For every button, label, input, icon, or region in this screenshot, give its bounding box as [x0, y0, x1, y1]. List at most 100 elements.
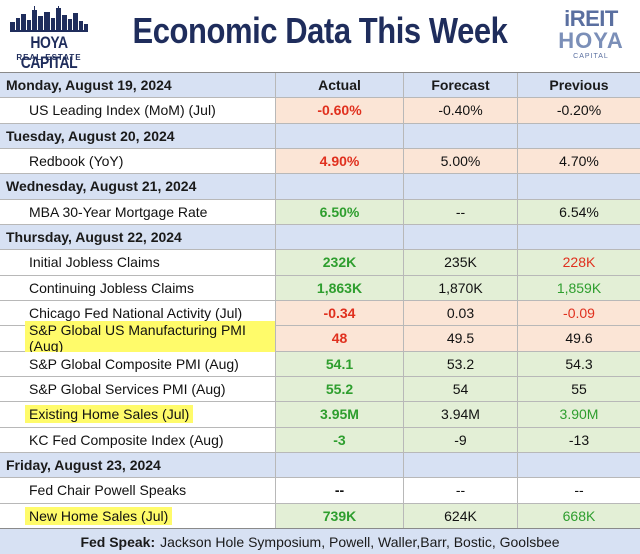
previous-value: 668K	[518, 503, 640, 528]
column-header-previous	[518, 453, 640, 477]
label-text: New Home Sales (Jul)	[25, 506, 173, 525]
table-row: Continuing Jobless Claims 1,863K 1,870K 1,8…	[0, 275, 640, 301]
indicator-label: KC Fed Composite Index (Aug)	[0, 427, 276, 452]
actual-value: --	[276, 478, 404, 503]
logo-right-top-text: iREIT	[564, 6, 618, 31]
actual-value: -0.34	[276, 300, 404, 326]
label-text: KC Fed Composite Index (Aug)	[29, 431, 224, 448]
label-text: Monday, August 19, 2024	[6, 77, 172, 94]
forecast-value: 53.2	[404, 351, 518, 376]
label-text: S&P Global Composite PMI (Aug)	[29, 355, 239, 372]
column-header-actual: Actual	[276, 73, 404, 98]
header: HOYA CAPITAL REAL ESTATE Economic Data T…	[0, 0, 640, 72]
day-label: Wednesday, August 21, 2024	[0, 174, 276, 199]
hoya-capital-logo: HOYA CAPITAL REAL ESTATE	[6, 6, 92, 72]
actual-value: 232K	[276, 250, 404, 275]
logo-right-mid-text: HOYA	[558, 28, 624, 53]
label-text: Initial Jobless Claims	[29, 254, 160, 271]
indicator-label: Initial Jobless Claims	[0, 250, 276, 275]
actual-value: -3	[276, 427, 404, 452]
label-text: Continuing Jobless Claims	[29, 279, 194, 296]
day-label: Thursday, August 22, 2024	[0, 224, 276, 250]
previous-value: -0.09	[518, 300, 640, 326]
table-row: Chicago Fed National Activity (Jul) -0.34…	[0, 300, 640, 327]
column-header-forecast	[404, 123, 518, 148]
column-header-actual	[276, 174, 404, 199]
indicator-label: MBA 30-Year Mortgage Rate	[0, 199, 276, 224]
forecast-value: --	[404, 478, 518, 503]
forecast-value: 0.03	[404, 300, 518, 326]
column-header-previous	[518, 124, 640, 148]
indicator-label: S&P Global Composite PMI (Aug)	[0, 351, 276, 376]
actual-value: -0.60%	[276, 98, 404, 123]
column-header-forecast	[404, 224, 518, 250]
actual-value: 1,863K	[276, 275, 404, 300]
previous-value: 228K	[518, 250, 640, 275]
forecast-value: -9	[404, 427, 518, 452]
table-row: US Leading Index (MoM) (Jul) -0.60% -0.40%…	[0, 98, 640, 124]
table-row: S&P Global Services PMI (Aug) 55.2 54 55	[0, 376, 640, 403]
economic-data-table: Monday, August 19, 2024 Actual Forecast Pre…	[0, 72, 640, 529]
indicator-label: S&P Global US Manufacturing PMI (Aug)	[0, 321, 276, 356]
table-row: KC Fed Composite Index (Aug) -3 -9 -13	[0, 427, 640, 453]
forecast-value: 624K	[404, 503, 518, 528]
table-row: S&P Global Composite PMI (Aug) 54.1 53.2 54…	[0, 351, 640, 377]
previous-value: --	[518, 478, 640, 503]
logo-left-sub-text: REAL ESTATE	[16, 53, 82, 62]
forecast-value: --	[404, 199, 518, 224]
column-header-previous	[518, 225, 640, 249]
day-header-row: Monday, August 19, 2024 Actual Forecast Pre…	[0, 73, 640, 99]
forecast-value: -0.40%	[404, 98, 518, 123]
column-header-forecast: Forecast	[404, 73, 518, 98]
column-header-forecast	[404, 452, 518, 478]
indicator-label: Chicago Fed National Activity (Jul)	[0, 300, 276, 326]
previous-value: 6.54%	[518, 199, 640, 224]
table-row: MBA 30-Year Mortgage Rate 6.50% -- 6.54%	[0, 199, 640, 225]
logo-left-main-text: HOYA CAPITAL	[20, 33, 78, 72]
column-header-actual	[276, 123, 404, 148]
indicator-label: US Leading Index (MoM) (Jul)	[0, 98, 276, 123]
day-header-row: Wednesday, August 21, 2024	[0, 174, 640, 200]
previous-value: 1,859K	[518, 275, 640, 300]
forecast-value: 3.94M	[404, 402, 518, 427]
day-header-row: Tuesday, August 20, 2024	[0, 123, 640, 149]
table-row: Fed Chair Powell Speaks -- -- --	[0, 478, 640, 504]
table-row: Redbook (YoY) 4.90% 5.00% 4.70%	[0, 148, 640, 175]
table-row: Initial Jobless Claims 232K 235K 228K	[0, 250, 640, 276]
forecast-value: 235K	[404, 250, 518, 275]
indicator-label: Redbook (YoY)	[0, 148, 276, 174]
table-row: Existing Home Sales (Jul) 3.95M 3.94M 3.90M	[0, 402, 640, 428]
previous-value: -0.20%	[518, 98, 640, 123]
indicator-label: Continuing Jobless Claims	[0, 275, 276, 300]
table-row: New Home Sales (Jul) 739K 624K 668K	[0, 503, 640, 529]
column-header-forecast	[404, 174, 518, 199]
day-header-row: Friday, August 23, 2024	[0, 452, 640, 479]
forecast-value: 54	[404, 376, 518, 402]
fed-speak-text: Jackson Hole Symposium, Powell, Waller,B…	[160, 533, 560, 550]
fed-speak-label: Fed Speak:	[80, 533, 156, 550]
label-text: MBA 30-Year Mortgage Rate	[29, 203, 208, 220]
forecast-value: 5.00%	[404, 148, 518, 174]
page-title: Economic Data This Week	[132, 10, 508, 51]
label-text: Existing Home Sales (Jul)	[25, 405, 194, 424]
column-header-previous	[518, 174, 640, 198]
day-label: Monday, August 19, 2024	[0, 73, 276, 98]
column-header-actual	[276, 452, 404, 478]
label-text: Redbook (YoY)	[29, 153, 124, 170]
previous-value: 3.90M	[518, 402, 640, 427]
indicator-label: S&P Global Services PMI (Aug)	[0, 376, 276, 402]
indicator-label: Fed Chair Powell Speaks	[0, 478, 276, 503]
label-text: Chicago Fed National Activity (Jul)	[29, 305, 243, 322]
previous-value: 49.6	[518, 326, 640, 351]
actual-value: 739K	[276, 503, 404, 528]
indicator-label: Existing Home Sales (Jul)	[0, 402, 276, 427]
label-text: S&P Global Services PMI (Aug)	[29, 381, 226, 398]
forecast-value: 49.5	[404, 326, 518, 351]
actual-value: 4.90%	[276, 148, 404, 174]
previous-value: 4.70%	[518, 148, 640, 174]
label-text: Fed Chair Powell Speaks	[29, 482, 187, 499]
table-row: S&P Global US Manufacturing PMI (Aug) 48 4…	[0, 321, 640, 356]
label-text: US Leading Index (MoM) (Jul)	[29, 102, 216, 119]
day-header-row: Thursday, August 22, 2024	[0, 224, 640, 251]
fed-speak-footer: Fed Speak: Jackson Hole Symposium, Powel…	[0, 528, 640, 554]
